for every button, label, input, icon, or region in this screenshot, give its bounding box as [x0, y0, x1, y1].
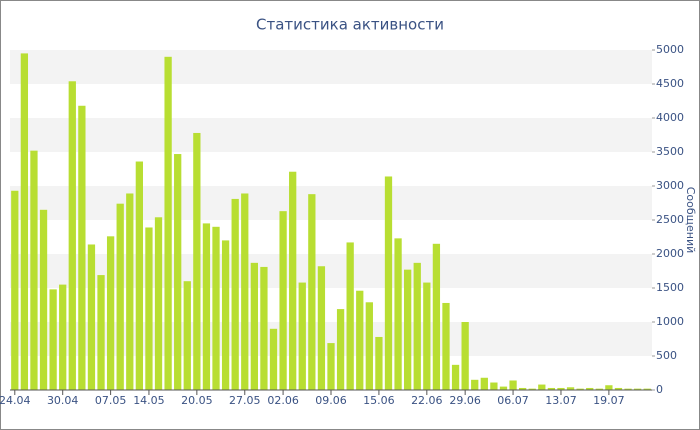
bar	[97, 275, 105, 390]
bar	[154, 217, 163, 390]
y-tick-label: 4500	[656, 77, 684, 90]
y-tick-label: 4000	[656, 111, 684, 124]
bar	[528, 388, 536, 390]
bar	[289, 171, 297, 390]
bar	[557, 387, 565, 390]
bar	[116, 203, 124, 390]
bar	[614, 387, 623, 390]
y-axis-label: Сообщений	[684, 187, 697, 254]
x-tick-label: 24.04	[0, 394, 31, 407]
y-tick-label: 1500	[656, 281, 684, 294]
bar	[30, 150, 38, 390]
x-tick-label: 15.06	[363, 394, 395, 407]
bar	[135, 161, 143, 390]
bar	[356, 290, 364, 390]
y-tick-label: 0	[656, 383, 663, 396]
x-tick-label: 19.07	[593, 394, 625, 407]
x-tick-label: 29.06	[449, 394, 481, 407]
x-tick-label: 02.06	[267, 394, 299, 407]
x-tick-label: 22.06	[411, 394, 443, 407]
bar	[59, 284, 67, 390]
x-tick-label: 07.05	[95, 394, 127, 407]
bar	[298, 282, 306, 390]
bar	[576, 388, 584, 390]
bar	[375, 336, 383, 390]
bar	[336, 309, 345, 390]
x-tick-label: 09.06	[315, 394, 347, 407]
x-tick-label: 13.07	[545, 394, 577, 407]
y-tick-label: 2000	[656, 247, 684, 260]
bar	[260, 266, 268, 390]
bar	[633, 388, 642, 390]
y-tick-label: 2500	[656, 213, 684, 226]
bar	[250, 262, 258, 390]
bar	[432, 243, 441, 390]
bar	[20, 53, 29, 391]
bar	[221, 240, 230, 390]
bar	[183, 281, 191, 390]
bar	[519, 387, 527, 390]
bar	[586, 387, 594, 390]
bar	[499, 386, 508, 390]
bar	[346, 242, 354, 390]
bar	[279, 211, 287, 390]
bar	[145, 227, 153, 390]
bar	[547, 387, 556, 390]
bar	[39, 209, 48, 390]
bar	[202, 223, 211, 390]
bar	[308, 194, 316, 390]
grid-band	[10, 118, 652, 152]
bar	[231, 198, 239, 390]
bar	[423, 282, 431, 390]
bar	[413, 262, 421, 390]
grid-band	[10, 254, 652, 288]
grid-band	[10, 50, 652, 84]
bar	[566, 387, 575, 390]
bar	[538, 384, 546, 390]
x-tick-label: 27.05	[229, 394, 261, 407]
bar	[384, 176, 393, 390]
bar	[595, 388, 603, 390]
bar	[327, 343, 335, 390]
bar	[643, 388, 651, 390]
bar	[11, 190, 19, 390]
y-tick-label: 3000	[656, 179, 684, 192]
bar	[106, 236, 115, 390]
y-tick-label: 5000	[656, 43, 684, 56]
bar	[404, 269, 412, 390]
bar	[365, 302, 373, 390]
bar	[461, 322, 469, 390]
bar	[509, 380, 517, 390]
x-tick-label: 20.05	[181, 394, 213, 407]
bar	[68, 81, 76, 390]
bar	[193, 132, 201, 390]
y-tick-label: 3500	[656, 145, 684, 158]
bar	[442, 302, 450, 390]
bar	[174, 154, 182, 390]
x-tick-label: 14.05	[133, 394, 165, 407]
bar	[624, 388, 632, 390]
bar	[317, 266, 326, 390]
bar	[451, 364, 460, 390]
bar	[87, 244, 96, 390]
bar	[78, 105, 86, 390]
y-tick-label: 500	[656, 349, 677, 362]
bar	[164, 56, 172, 391]
bar	[212, 226, 220, 390]
x-tick-label: 06.07	[497, 394, 529, 407]
bar	[480, 377, 488, 390]
bar	[269, 328, 278, 390]
chart-title: Статистика активности	[256, 16, 444, 34]
bar	[394, 238, 402, 390]
bar	[605, 385, 613, 390]
bar	[241, 193, 249, 390]
x-tick-label: 30.04	[47, 394, 79, 407]
grid-band	[10, 186, 652, 220]
bar	[126, 193, 134, 390]
bar	[490, 382, 498, 390]
bar	[471, 379, 479, 390]
bar	[49, 289, 57, 390]
y-tick-label: 1000	[656, 315, 684, 328]
